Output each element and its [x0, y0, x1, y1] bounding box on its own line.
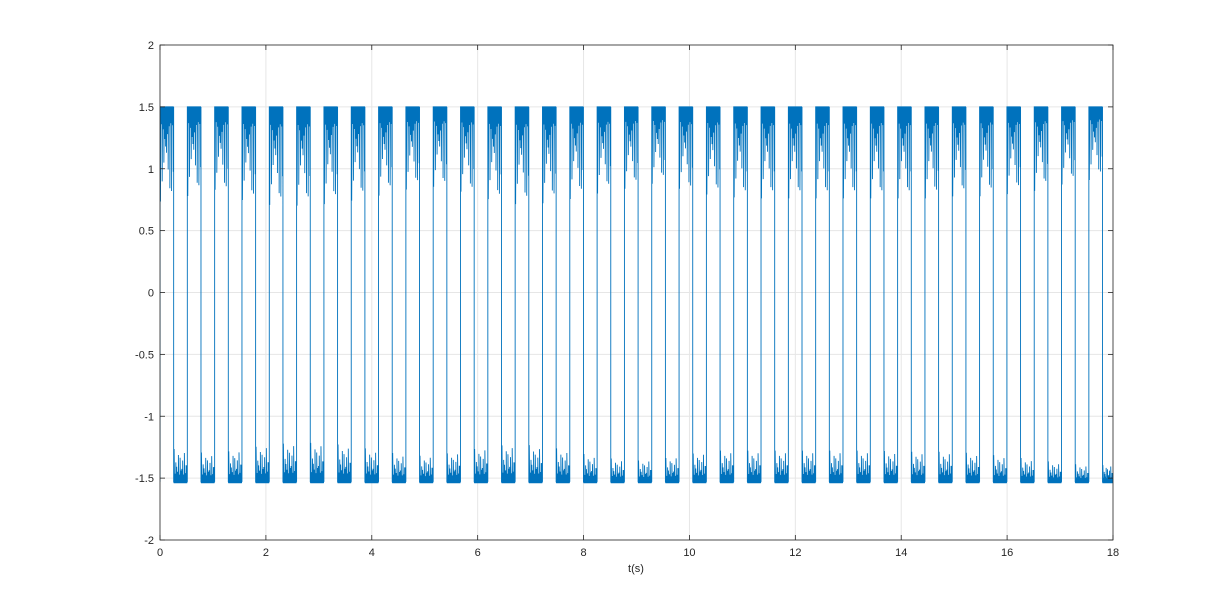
y-tick-label: 1	[148, 164, 154, 176]
y-axis-ticks: -2 -1.5 -1 -0.5 0 0.5 1 1.5 2	[135, 40, 1113, 547]
y-tick-label: 2	[148, 40, 154, 52]
y-tick-label: -1.5	[135, 473, 154, 485]
y-tick-label: -1	[144, 411, 154, 423]
x-tick-label: 6	[475, 547, 481, 559]
signal-line	[160, 106, 1113, 484]
x-axis-label: t(s)	[628, 563, 644, 575]
y-tick-label: -0.5	[135, 349, 154, 361]
y-tick-label: 1.5	[139, 102, 154, 114]
y-tick-label: 0.5	[139, 226, 154, 238]
x-tick-label: 4	[369, 547, 375, 559]
y-tick-label: 0	[148, 288, 154, 300]
x-tick-label: 8	[580, 547, 586, 559]
x-tick-label: 14	[895, 547, 907, 559]
x-tick-label: 0	[157, 547, 163, 559]
x-tick-label: 16	[1001, 547, 1013, 559]
x-tick-label: 12	[789, 547, 801, 559]
x-axis-ticks: 0 2 4 6 8 10 12 14 16 18	[157, 45, 1119, 559]
x-tick-label: 2	[263, 547, 269, 559]
signal-series	[160, 106, 1113, 484]
x-tick-label: 18	[1107, 547, 1119, 559]
y-tick-label: -2	[144, 535, 154, 547]
x-tick-label: 10	[683, 547, 695, 559]
